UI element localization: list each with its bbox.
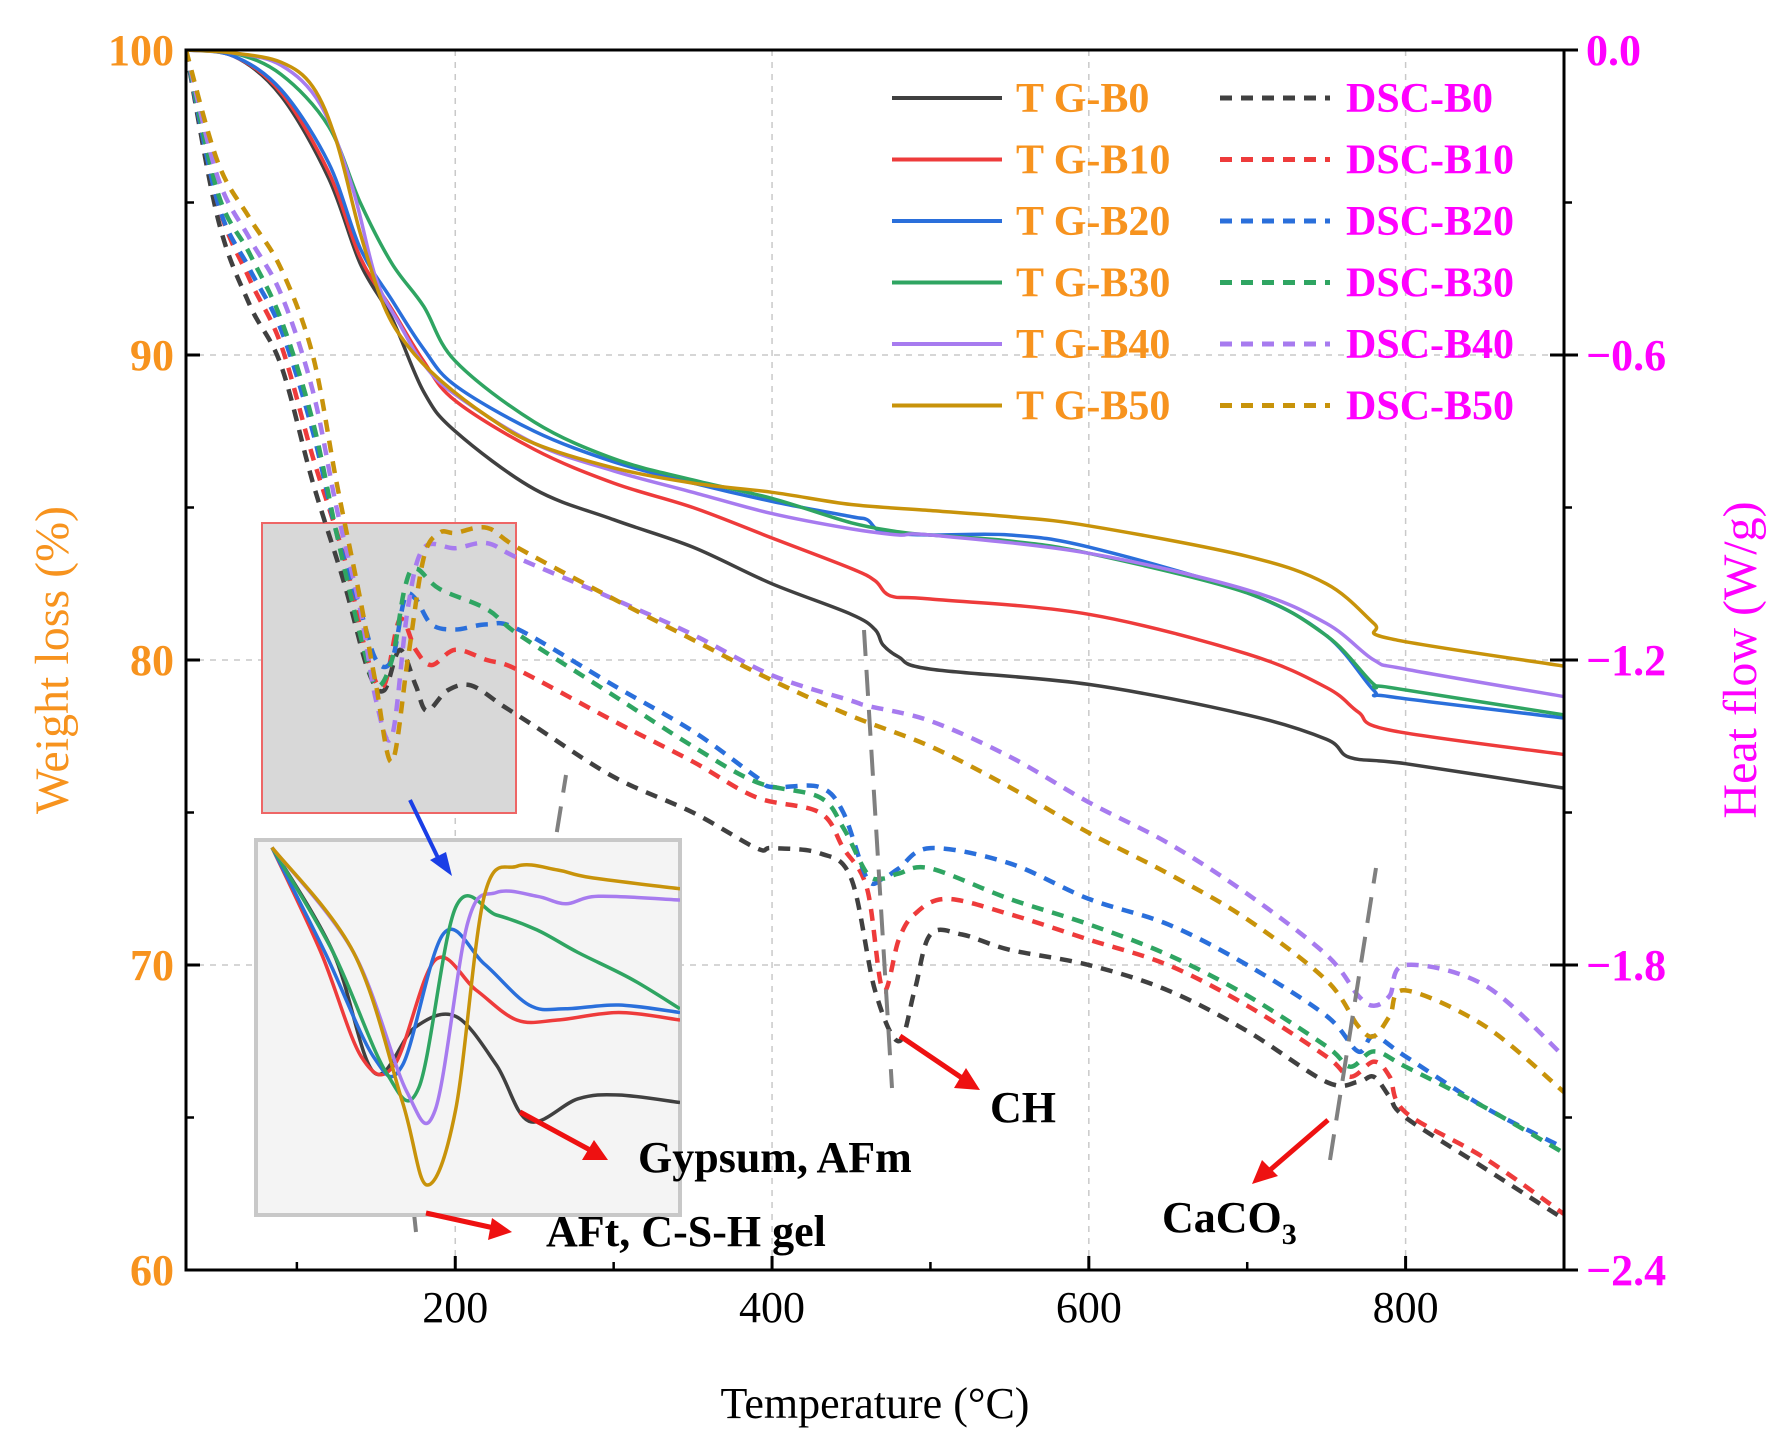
label-ch: CH (990, 1083, 1056, 1132)
label-caco3: CaCO3 (1162, 1193, 1297, 1251)
axis-ticks: 200 400 600 800 60 70 80 90 100 −2.4 −1.8 −1.2 −0.6 0… (108, 26, 1666, 1332)
legend-dsc-label-0: DSC-B0 (1346, 76, 1493, 122)
arrow-aft (425, 1210, 495, 1231)
legend: T G-B0 DSC-B0 T G-B10 DSC-B10 T G-B20 DSC-B20… (892, 76, 1514, 430)
y-left-tick-label-80: 80 (130, 636, 174, 685)
inset-line-b10 (270, 846, 680, 1077)
label-gypsum-afm: Gypsum, AFm (638, 1133, 912, 1182)
legend-tg-label-0: T G-B0 (1016, 76, 1149, 122)
y-right-tick-label-0: −2.4 (1586, 1246, 1666, 1295)
inset-line-b20 (270, 846, 680, 1079)
arrow-gypsum (518, 1109, 592, 1153)
legend-tg-label-5: T G-B50 (1016, 384, 1170, 430)
inset-line-b50 (270, 846, 680, 1187)
tg-line-tg-b30 (186, 50, 1564, 717)
x-tick-label-400: 400 (739, 1283, 805, 1332)
x-tick-label-600: 600 (1056, 1283, 1122, 1332)
y-left-tick-label-90: 90 (130, 331, 174, 380)
y-right-tick-label-1: −1.8 (1586, 941, 1666, 990)
x-tick-label-200: 200 (422, 1283, 488, 1332)
arrow-gypsum-head (582, 1140, 608, 1160)
dsc-line-dsc-b0 (186, 50, 1564, 1222)
y-left-tick-label-60: 60 (130, 1246, 174, 1295)
y-right-tick-label-2: −1.2 (1586, 636, 1666, 685)
tg-line-tg-b50 (186, 50, 1564, 668)
legend-tg-label-1: T G-B10 (1016, 138, 1170, 184)
tg-curves (186, 50, 1564, 790)
label-caco3-sub: 3 (1282, 1218, 1297, 1251)
legend-dsc-label-4: DSC-B40 (1346, 322, 1514, 368)
tg-line-tg-b10 (186, 50, 1564, 757)
annotation-arrows (425, 1033, 1330, 1240)
y-left-tick-label-100: 100 (108, 26, 174, 75)
arrow-caco3-head (1252, 1160, 1278, 1184)
y-right-axis-label: Heat flow (W/g) (1714, 501, 1767, 818)
y-left-tick-label-70: 70 (130, 941, 174, 990)
x-axis-label: Temperature (°C) (721, 1379, 1030, 1428)
inset-line-b30 (270, 846, 680, 1103)
dsc-line-dsc-b50 (186, 50, 1564, 1094)
label-caco3-main: CaCO (1162, 1193, 1282, 1242)
legend-tg-label-2: T G-B20 (1016, 199, 1170, 245)
dsc-line-dsc-b30 (186, 50, 1564, 1156)
label-aft-csh-gel: AFt, C-S-H gel (546, 1207, 826, 1256)
inset-curves (270, 846, 680, 1187)
arrow-ch (898, 1033, 964, 1081)
tg-line-tg-b40 (186, 50, 1564, 699)
legend-dsc-label-1: DSC-B10 (1346, 138, 1514, 184)
legend-dsc-label-2: DSC-B20 (1346, 199, 1514, 245)
y-right-tick-label-4: 0.0 (1586, 26, 1641, 75)
arrow-aft-head (488, 1218, 512, 1240)
dsc-curves (186, 50, 1564, 1222)
legend-tg-label-3: T G-B30 (1016, 261, 1170, 307)
zoom-arrow (408, 799, 452, 876)
zoom-region-box (261, 522, 517, 814)
x-tick-label-800: 800 (1373, 1283, 1439, 1332)
arrow-ch-head (954, 1068, 980, 1090)
guide-line-caco3 (1328, 867, 1378, 1161)
y-right-tick-label-3: −0.6 (1586, 331, 1666, 380)
legend-dsc-label-3: DSC-B30 (1346, 261, 1514, 307)
y-left-axis-label: Weight loss (%) (26, 506, 79, 814)
guide-line-ch (862, 629, 894, 1089)
arrow-caco3 (1268, 1118, 1330, 1172)
legend-tg-label-4: T G-B40 (1016, 322, 1170, 368)
legend-dsc-label-5: DSC-B50 (1346, 384, 1514, 430)
tg-line-tg-b0 (186, 50, 1564, 790)
